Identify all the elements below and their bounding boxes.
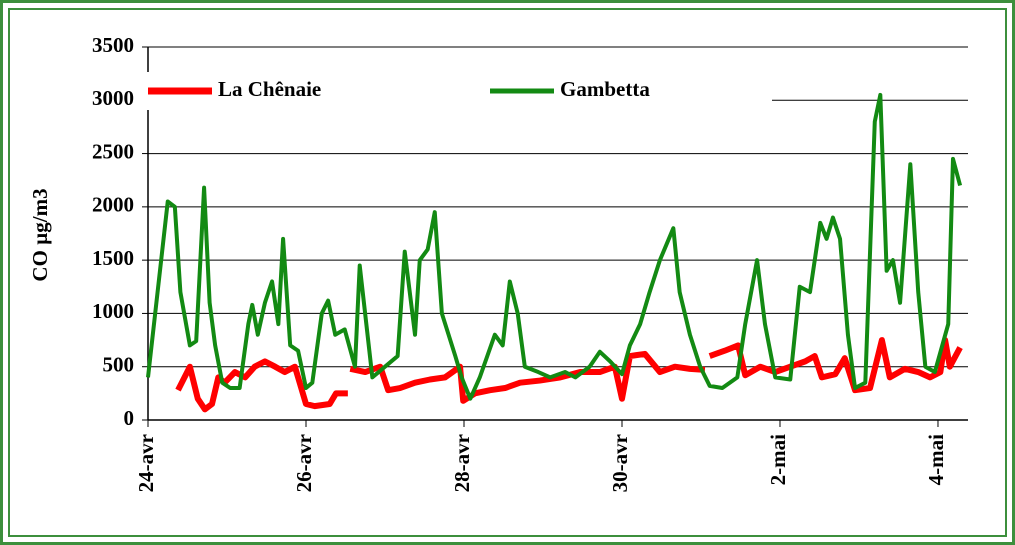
x-tick-label: 4-mai (924, 434, 948, 485)
x-tick-label: 28-avr (450, 434, 474, 492)
legend-label: Gambetta (560, 77, 650, 101)
y-tick-label: 3500 (92, 33, 134, 57)
x-tick-label: 2-mai (766, 434, 790, 485)
x-tick-label: 24-avr (134, 434, 158, 492)
y-tick-label: 500 (103, 353, 135, 377)
y-tick-label: 3000 (92, 86, 134, 110)
series-line (175, 337, 963, 413)
x-tick-label: 30-avr (608, 434, 632, 492)
y-tick-label: 2000 (92, 193, 134, 217)
y-axis-title: CO µg/m3 (28, 188, 52, 281)
x-tick-label: 26-avr (292, 434, 316, 492)
legend-label: La Chênaie (218, 77, 321, 101)
legend-box (140, 72, 772, 110)
series-line (146, 92, 963, 401)
y-tick-label: 1500 (92, 246, 134, 270)
inner-frame (8, 8, 1007, 537)
y-tick-label: 0 (124, 406, 135, 430)
y-tick-label: 2500 (92, 139, 134, 163)
y-tick-label: 1000 (92, 299, 134, 323)
